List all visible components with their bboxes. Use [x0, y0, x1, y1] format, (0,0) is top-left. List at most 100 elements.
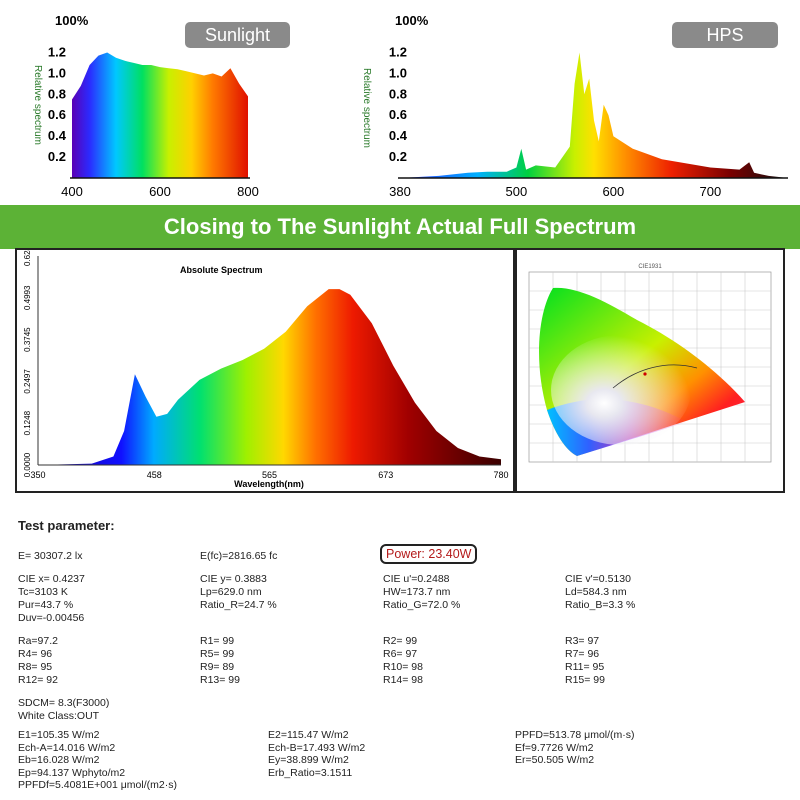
sun-y-ticks: 1.2 1.0 0.8 0.6 0.4 0.2	[48, 44, 67, 164]
hps-x-ticks: 380 500 600 700	[389, 184, 721, 199]
cie-title: CIE1931	[638, 264, 662, 270]
param-value: PPFD=513.78 μmol/(m·s)	[515, 729, 635, 741]
sunlight-chart: 100% Relative spectrum 1.2 1.0 0.8 0.6 0.4 0.…	[32, 13, 259, 199]
hps-y-tick: 0.2	[389, 149, 407, 164]
absolute-spectrum-area	[38, 289, 501, 465]
param-value: HW=173.7 nm	[383, 586, 451, 598]
hps-x-tick: 700	[700, 184, 722, 199]
abs-title: Absolute Spectrum	[180, 265, 263, 275]
sun-y-tick: 0.2	[48, 149, 66, 164]
param-value: Ef=9.7726 W/m2	[515, 741, 594, 754]
sun-y-tick: 1.2	[48, 44, 66, 59]
hps-x-tick: 500	[506, 184, 528, 199]
param-value: R11= 95	[565, 661, 605, 673]
param-value: Erb_Ratio=3.1511	[268, 766, 353, 779]
param-white-class: White Class:OUT	[18, 710, 100, 722]
param-value: R3= 97	[565, 635, 600, 647]
cie-white-region	[551, 335, 691, 445]
hps-chart: 100% Relative spectrum 1.2 1.0 0.8 0.6 0.4 0.…	[361, 13, 788, 199]
param-e: E= 30307.2 lx	[18, 550, 83, 562]
param-value: Ech-A=14.016 W/m2	[18, 741, 116, 754]
hps-top-label: 100%	[395, 13, 429, 28]
abs-x-tick: 673	[378, 470, 393, 480]
sun-x-tick: 800	[237, 184, 259, 199]
param-value: Ep=94.137 Wphyto/m2	[18, 766, 126, 779]
param-efc: E(fc)=2816.65 fc	[200, 550, 278, 562]
param-value: R12= 92	[18, 674, 58, 686]
hps-y-tick: 0.6	[389, 107, 407, 122]
sun-x-tick: 400	[61, 184, 83, 199]
param-value: Ey=38.899 W/m2	[268, 754, 349, 766]
planckian-locus	[612, 364, 698, 389]
hps-y-tick: 1.0	[389, 65, 407, 80]
hps-x-tick: 600	[603, 184, 625, 199]
sun-y-tick: 0.8	[48, 86, 66, 101]
abs-y-tick: 0.624	[23, 250, 32, 266]
abs-x-tick: 780	[493, 470, 508, 480]
param-value: R13= 99	[200, 674, 240, 686]
param-value: PPFDf=5.4081E+001 μmol/(m2·s)	[18, 779, 177, 791]
param-value: R10= 98	[383, 661, 423, 673]
param-value: Ld=584.3 nm	[565, 586, 627, 598]
param-value: Ech-B=17.493 W/m2	[268, 741, 366, 754]
sun-y-tick: 0.4	[48, 128, 67, 143]
param-value: Ratio_R=24.7 %	[200, 599, 277, 611]
param-value: R9= 89	[200, 661, 235, 673]
param-value: R4= 96	[18, 648, 53, 660]
abs-y-tick: 0.1248	[23, 410, 32, 435]
param-value: Ratio_G=72.0 %	[383, 599, 461, 611]
hps-badge: HPS	[672, 22, 778, 48]
hps-y-tick: 0.8	[389, 86, 407, 101]
cie-panel	[515, 248, 785, 493]
sun-ylabel: Relative spectrum	[32, 65, 43, 145]
param-value: CIE u'=0.2488	[383, 573, 450, 585]
param-value: R1= 99	[200, 635, 235, 647]
hps-y-tick: 1.2	[389, 44, 407, 59]
param-value: E1=105.35 W/m2	[18, 729, 100, 741]
abs-xlabel: Wavelength(nm)	[234, 479, 304, 489]
param-value: Lp=629.0 nm	[200, 586, 262, 598]
sun-x-ticks: 400 600 800	[61, 184, 259, 199]
sun-y-tick: 0.6	[48, 107, 66, 122]
param-value: CIE x= 0.4237	[18, 573, 85, 585]
hps-x-tick: 380	[389, 184, 411, 199]
abs-x-ticks: 350 458 565 673 780	[30, 470, 508, 480]
abs-y-tick: 0.2497	[23, 369, 32, 394]
param-value: R5= 99	[200, 648, 235, 660]
abs-y-tick: 0.4993	[23, 285, 32, 310]
param-value: R15= 99	[565, 674, 605, 686]
power-badge: Power: 23.40W	[380, 544, 478, 564]
param-value: R14= 98	[383, 674, 423, 686]
absolute-spectrum-chart: Absolute Spectrum 0.0000 0.1248 0.2497 0.37…	[23, 250, 509, 489]
hps-spectrum-area	[400, 52, 788, 178]
abs-x-tick: 458	[147, 470, 162, 480]
param-value: R2= 99	[383, 635, 418, 647]
param-value: Pur=43.7 %	[18, 599, 74, 611]
sunlight-spectrum-area	[72, 52, 248, 178]
banner: Closing to The Sunlight Actual Full Spec…	[0, 205, 800, 249]
param-value: CIE y= 0.3883	[200, 573, 267, 585]
test-title: Test parameter:	[18, 518, 115, 533]
sun-x-tick: 600	[149, 184, 171, 199]
param-value: Ratio_B=3.3 %	[565, 599, 636, 611]
hps-y-ticks: 1.2 1.0 0.8 0.6 0.4 0.2	[389, 44, 408, 164]
param-value: Eb=16.028 W/m2	[18, 754, 100, 766]
param-value: R8= 95	[18, 661, 53, 673]
cie-point	[643, 372, 647, 376]
param-value: R6= 97	[383, 648, 418, 660]
absolute-spectrum-panel	[15, 248, 515, 493]
abs-y-tick: 0.0000	[23, 452, 32, 477]
param-value: Er=50.505 W/m2	[515, 754, 595, 766]
param-value: R7= 96	[565, 648, 600, 660]
cie-chart: CIE1931	[528, 264, 772, 463]
param-value: E2=115.47 W/m2	[268, 729, 349, 741]
sun-y-tick: 1.0	[48, 65, 66, 80]
param-value: Ra=97.2	[18, 635, 58, 647]
param-value: Duv=-0.00456	[18, 612, 85, 624]
abs-y-ticks: 0.0000 0.1248 0.2497 0.3745 0.4993 0.624	[23, 250, 32, 477]
test-parameters: Test parameter: E= 30307.2 lx E(fc)=2816…	[0, 510, 800, 800]
hps-ylabel: Relative spectrum	[361, 68, 372, 148]
sunlight-badge: Sunlight	[185, 22, 290, 48]
param-sdcm: SDCM= 8.3(F3000)	[18, 697, 110, 709]
hps-y-tick: 0.4	[389, 128, 408, 143]
